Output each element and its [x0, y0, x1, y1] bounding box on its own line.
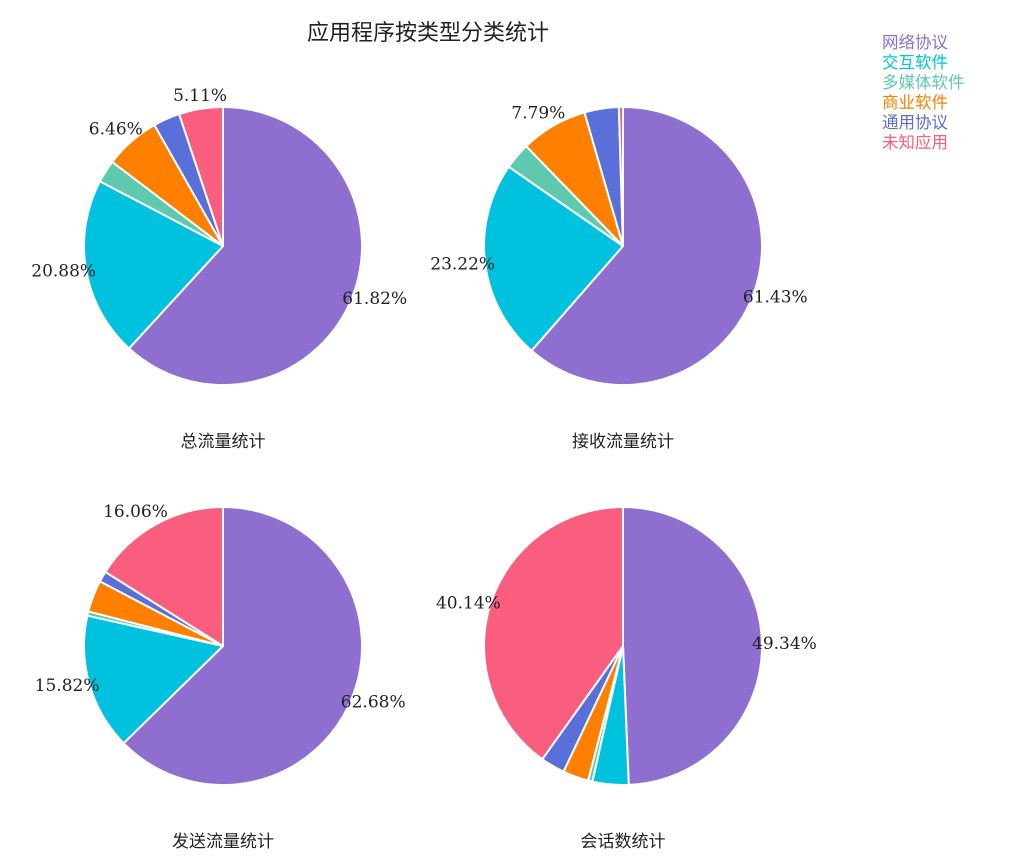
pie-slice	[128, 106, 363, 386]
slice-percent-label: 15.82%	[35, 676, 100, 696]
pie-slice	[82, 180, 224, 350]
pie-slice	[617, 105, 624, 247]
pie-chart: 61.43% 23.22% 7.79% 接收流量统计	[430, 103, 807, 452]
pie-slice	[483, 165, 624, 352]
legend-item: 网络协议	[882, 33, 949, 52]
legend-item: 商业软件	[882, 93, 948, 112]
slice-percent-label: 5.11%	[173, 86, 227, 106]
slice-percent-label: 7.79%	[511, 103, 565, 123]
slice-percent-label: 16.06%	[103, 502, 168, 522]
pie-title: 接收流量统计	[572, 432, 674, 452]
pie-slice	[104, 506, 224, 647]
legend-item: 未知应用	[882, 133, 948, 152]
pie-slice	[178, 106, 224, 247]
pie-slice	[483, 506, 624, 761]
slice-percent-label: 20.88%	[31, 262, 96, 282]
pie-slice	[122, 506, 363, 786]
pie-title: 会话数统计	[581, 832, 666, 852]
slice-percent-label: 62.68%	[341, 693, 406, 713]
slice-percent-label: 6.46%	[89, 119, 143, 139]
pie-slice	[622, 506, 763, 786]
slice-percent-label: 49.34%	[752, 634, 817, 654]
slice-percent-label: 40.14%	[436, 593, 501, 613]
pie-chart: 61.82% 20.88% 6.46% 5.11% 总流量统计	[31, 86, 407, 452]
legend-item: 交互软件	[882, 53, 948, 72]
pie-title: 发送流量统计	[172, 832, 274, 852]
pie-slice	[530, 106, 763, 386]
pie-chart: 62.68% 15.82% 16.06% 发送流量统计	[35, 502, 406, 852]
pie-title: 总流量统计	[181, 432, 266, 452]
pie-charts: 61.82% 20.88% 6.46% 5.11% 总流量统计 61.43% 23.22% 7…	[31, 86, 817, 852]
pie-chart: 49.34% 40.14% 会话数统计	[436, 506, 817, 852]
legend-item: 通用协议	[882, 113, 949, 132]
pie-slice	[83, 614, 224, 745]
slice-percent-label: 61.82%	[342, 289, 407, 309]
legend-item: 多媒体软件	[882, 73, 965, 92]
slice-percent-label: 61.43%	[743, 287, 808, 307]
chart-title: 应用程序按类型分类统计	[307, 21, 549, 46]
slice-percent-label: 23.22%	[430, 255, 495, 275]
